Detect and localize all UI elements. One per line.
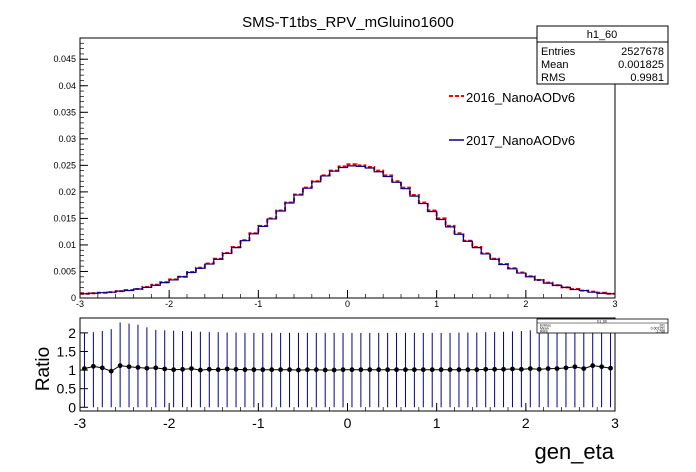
ratio-x-tick-label: 1 <box>433 415 441 431</box>
main-y-tick-label: 0.01 <box>58 240 76 250</box>
ratio-y-tick-label: 1 <box>68 362 76 378</box>
ratio-line <box>84 365 611 372</box>
stats-rms-value: 0.9981 <box>630 72 664 84</box>
ratio-y-tick-label: 0 <box>68 399 76 415</box>
main-y-tick-label: 0.005 <box>53 266 76 276</box>
ratio-errorbars-layer <box>83 322 612 408</box>
main-x-tick-label: 2 <box>523 299 528 309</box>
stats-mean-label: Mean <box>541 59 569 71</box>
stats-small-entries-value: 101 <box>659 324 665 328</box>
main-y-tick-label: 0.03 <box>58 134 76 144</box>
ratio-plot-frame <box>79 317 616 412</box>
stats-entries-value: 2527678 <box>621 46 664 58</box>
main-y-tick-label: 0.015 <box>53 213 76 223</box>
ratio-x-tick-label: 3 <box>611 415 619 431</box>
stats-box-frame <box>536 25 669 85</box>
stats-box-small: h1_60 Entries 101 Mean 0.001151 RMS 1.76… <box>536 318 669 334</box>
legend: 2016_NanoAODv6 2017_NanoAODv6 <box>449 90 575 148</box>
stats-box-name: h1_60 <box>587 29 618 41</box>
ratio-x-tick-label: -1 <box>252 415 265 431</box>
ratio-y-tick-label: 0.5 <box>57 381 77 397</box>
stats-small-mean-label: Mean <box>540 327 549 331</box>
ratio-x-tick-label: -2 <box>163 415 176 431</box>
ratio-y-title: Ratio <box>33 347 54 391</box>
chart-title: SMS-T1tbs_RPV_mGluino1600 <box>242 14 454 31</box>
main-series-layer <box>80 163 615 295</box>
stats-small-entries-label: Entries <box>540 324 551 328</box>
main-x-tick-label: 1 <box>434 299 439 309</box>
stats-small-mean-value: 0.001151 <box>651 327 665 331</box>
main-x-tick-label: 3 <box>612 299 617 309</box>
main-x-tick-label: -2 <box>165 299 173 309</box>
ratio-y-tick-label: 1.5 <box>57 343 77 359</box>
ratio-y-axis: 0 0.5 1 1.5 2 <box>57 325 88 415</box>
main-y-tick-label: 0.035 <box>53 107 76 117</box>
main-x-tick-label: 0 <box>345 299 350 309</box>
main-x-tick-label: -1 <box>254 299 262 309</box>
legend-label-2017: 2017_NanoAODv6 <box>466 133 575 148</box>
main-x-tick-label: -3 <box>76 299 84 309</box>
main-y-tick-label: 0.045 <box>53 54 76 64</box>
ratio-x-tick-label: -3 <box>74 415 87 431</box>
ratio-points-layer <box>82 363 613 374</box>
series-2016_NanoAODv6 <box>80 163 615 295</box>
ratio-y-tick-label: 2 <box>68 325 76 341</box>
main-x-axis: -3 -2 -1 0 1 2 3 <box>76 290 618 309</box>
ratio-x-tick-label: 2 <box>522 415 530 431</box>
stats-box-small-frame <box>536 318 669 334</box>
stats-mean-value: 0.001825 <box>618 59 664 71</box>
main-y-tick-label: 0.02 <box>58 187 76 197</box>
main-y-tick-label: 0.04 <box>58 81 76 91</box>
stats-box: h1_60 Entries 2527678 Mean 0.001825 RMS … <box>536 25 669 85</box>
series-2017_NanoAODv6 <box>80 165 615 295</box>
stats-entries-label: Entries <box>541 46 576 58</box>
main-panel: 0 0.005 0.01 0.015 0.02 0.025 0.03 0.035 0.04 0.0… <box>53 37 618 309</box>
stats-small-rms-value: 1.768 <box>656 330 665 334</box>
ratio-x-axis: -3 -2 -1 0 1 2 3 <box>74 403 619 431</box>
ratio-x-tick-label: 0 <box>344 415 352 431</box>
stats-rms-label: RMS <box>541 72 565 84</box>
ratio-panel: 0 0.5 1 1.5 2 -3 -2 -1 0 1 2 3 Ratio gen_eta <box>33 317 619 464</box>
x-axis-title: gen_eta <box>534 439 614 464</box>
main-y-axis: 0 0.005 0.01 0.015 0.02 0.025 0.03 0.035 0.04 0.0… <box>53 37 88 303</box>
main-y-tick-label: 0 <box>71 293 76 303</box>
main-y-tick-label: 0.025 <box>53 160 76 170</box>
legend-label-2016: 2016_NanoAODv6 <box>466 90 575 105</box>
stats-small-rms-label: RMS <box>540 330 548 334</box>
stats-box-small-name: h1_60 <box>597 320 607 324</box>
